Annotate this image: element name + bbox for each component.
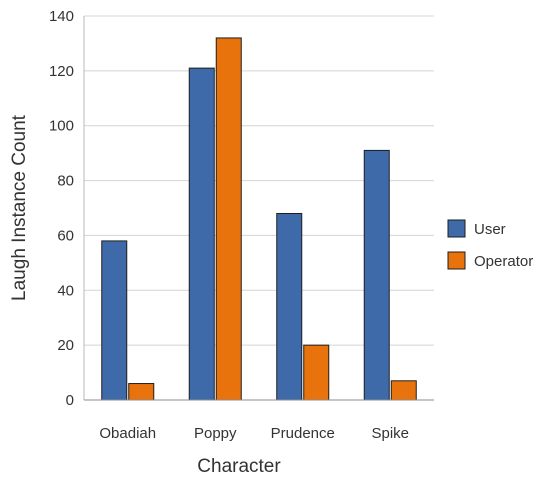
x-tick-label: Spike bbox=[371, 425, 409, 442]
x-tick-label: Prudence bbox=[271, 425, 335, 442]
bar-user-prudence bbox=[276, 212, 303, 401]
bar-operator-poppy bbox=[215, 37, 242, 401]
legend: User Operator bbox=[447, 219, 533, 270]
y-tick-label: 120 bbox=[49, 63, 74, 80]
y-tick-label: 20 bbox=[57, 337, 74, 354]
bar-user-poppy bbox=[188, 67, 215, 401]
bar-layer bbox=[101, 37, 417, 401]
y-tick-label: 40 bbox=[57, 282, 74, 299]
axis-layer bbox=[83, 16, 434, 401]
label-layer: 0 20 40 60 80 100 120 140 Obadiah Poppy Prudence Sp… bbox=[49, 8, 409, 442]
y-axis-title: Laugh Instance Count bbox=[9, 114, 30, 301]
y-tick-label: 0 bbox=[66, 392, 74, 409]
bar-user-obadiah bbox=[101, 240, 128, 401]
y-tick-label: 60 bbox=[57, 227, 74, 244]
x-axis-title: Character bbox=[197, 456, 281, 477]
y-tick-label: 100 bbox=[49, 118, 74, 135]
y-tick-label: 80 bbox=[57, 173, 74, 190]
legend-label-operator: Operator bbox=[474, 253, 533, 270]
y-tick-label: 140 bbox=[49, 8, 74, 25]
legend-label-user: User bbox=[474, 221, 506, 238]
x-tick-label: Obadiah bbox=[99, 425, 156, 442]
bar-operator-obadiah bbox=[128, 383, 155, 401]
legend-swatch-operator bbox=[447, 251, 466, 270]
bar-operator-spike bbox=[390, 380, 417, 401]
legend-swatch-user bbox=[447, 219, 466, 238]
bar-operator-prudence bbox=[303, 344, 330, 401]
x-tick-label: Poppy bbox=[194, 425, 237, 442]
bar-user-spike bbox=[363, 149, 390, 401]
grid-layer bbox=[84, 15, 434, 346]
